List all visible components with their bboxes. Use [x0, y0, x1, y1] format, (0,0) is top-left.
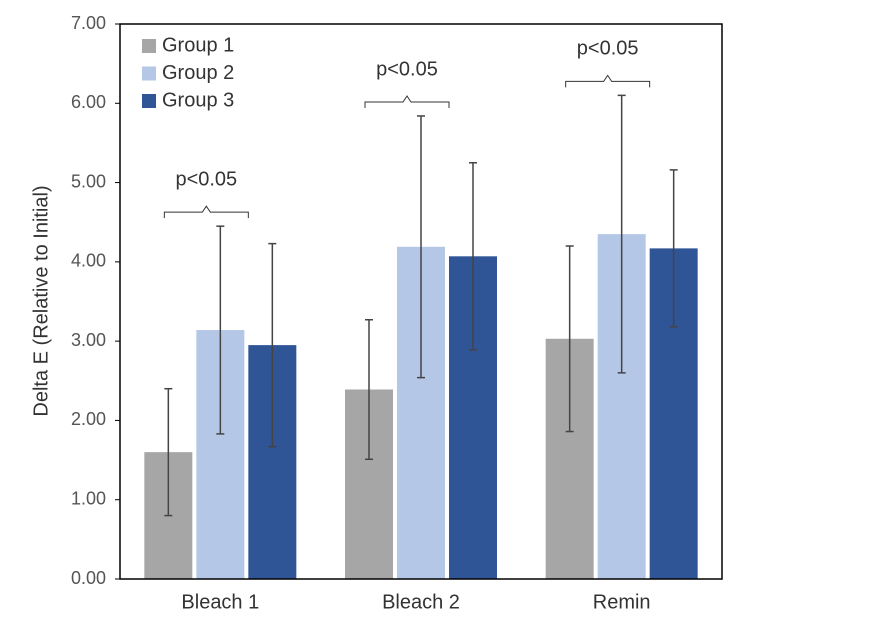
y-axis-label: Delta E (Relative to Initial) [30, 185, 52, 416]
y-tick-label: 4.00 [71, 251, 106, 271]
y-tick-label: 5.00 [71, 171, 106, 191]
annotation: p<0.05 [376, 58, 438, 80]
significance-bracket [364, 95, 450, 108]
y-tick-label: 2.00 [71, 409, 106, 429]
x-tick-label: Remin [593, 591, 651, 613]
legend-swatch [142, 94, 156, 108]
y-tick-label: 6.00 [71, 92, 106, 112]
y-tick-label: 7.00 [71, 13, 106, 33]
annotation: p<0.05 [577, 38, 639, 60]
x-tick-label: Bleach 2 [382, 591, 460, 613]
legend-swatch [142, 66, 156, 81]
y-tick-label: 0.00 [71, 568, 106, 588]
annotation: p<0.05 [175, 168, 237, 190]
y-tick-label: 3.00 [71, 330, 106, 350]
significance-bracket [163, 205, 249, 219]
significance-bracket [565, 74, 651, 88]
legend-label: Group 1 [162, 34, 234, 56]
x-tick-label: Bleach 1 [181, 591, 259, 613]
plot-frame [119, 23, 723, 580]
legend-label: Group 3 [162, 89, 234, 111]
legend-label: Group 2 [162, 62, 234, 84]
y-tick-label: 1.00 [71, 488, 106, 508]
legend-swatch [142, 39, 156, 53]
